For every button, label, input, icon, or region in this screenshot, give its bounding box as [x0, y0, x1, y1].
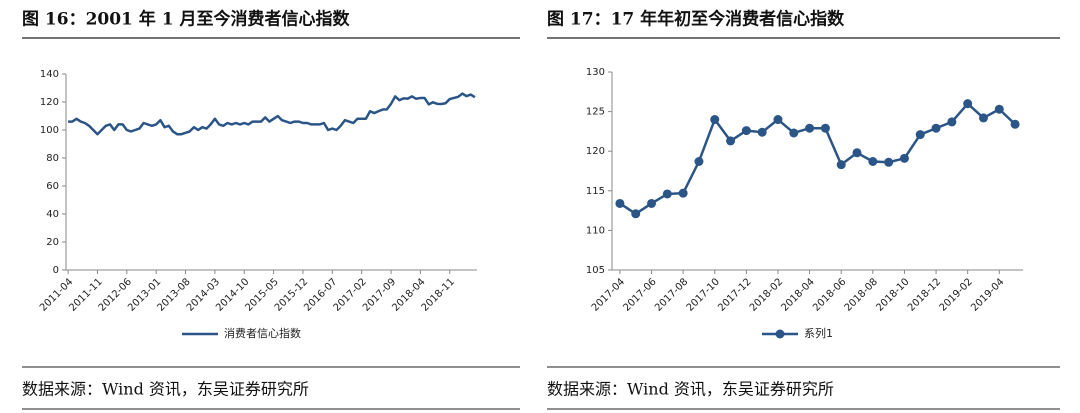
- point: [647, 198, 657, 208]
- point: [662, 189, 672, 199]
- point: [726, 136, 736, 146]
- y-tick-label: 105: [586, 265, 605, 276]
- point: [963, 99, 973, 109]
- source: 数据来源：Wind 资讯，东吴证券研究所: [22, 380, 309, 399]
- x-tick-label: 2018-12: [906, 276, 943, 313]
- x-tick-label: 2018-04: [780, 276, 817, 313]
- point: [710, 115, 720, 125]
- y-tick-label: 80: [46, 153, 59, 164]
- x-tick-label: 2017-06: [621, 276, 658, 313]
- x-tick-label: 2017-08: [653, 276, 690, 313]
- legend-label: 系列1: [804, 326, 833, 340]
- y-tick-label: 0: [53, 265, 59, 276]
- y-tick-label: 140: [40, 69, 59, 80]
- legend-label: 消费者信心指数: [224, 326, 301, 340]
- y-tick-label: 60: [46, 181, 59, 192]
- y-tick-label: 40: [46, 209, 59, 220]
- point: [757, 127, 767, 137]
- y-tick-label: 115: [586, 186, 605, 197]
- x-tick-label: 2018-02: [748, 276, 785, 313]
- x-tick-label: 2019-02: [938, 276, 975, 313]
- y-tick-label: 125: [586, 107, 605, 118]
- point: [978, 113, 988, 123]
- point: [931, 123, 941, 133]
- point: [694, 156, 704, 166]
- x-tick-label: 2017-04: [590, 276, 627, 313]
- x-tick-label: 2018-08: [843, 276, 880, 313]
- point: [899, 153, 909, 163]
- x-tick-label: 2017-12: [716, 276, 753, 313]
- chart-title: 图 16：2001 年 1 月至今消费者信心指数: [22, 9, 350, 30]
- point: [947, 117, 957, 127]
- chart-title: 图 17：17 年年初至今消费者信心指数: [547, 9, 845, 30]
- point: [915, 130, 925, 140]
- x-tick-label: 2018-10: [874, 276, 911, 313]
- x-tick-label: 2017-10: [685, 276, 722, 313]
- y-tick-label: 130: [586, 67, 605, 78]
- point: [994, 104, 1004, 114]
- y-tick-label: 20: [46, 237, 59, 248]
- source: 数据来源：Wind 资讯，东吴证券研究所: [547, 380, 834, 399]
- legend-marker: [775, 329, 785, 339]
- x-tick-label: 2019-04: [969, 276, 1006, 313]
- point: [678, 188, 688, 198]
- series-line: [68, 92, 476, 136]
- x-tick-label: 2018-06: [811, 276, 848, 313]
- point: [615, 198, 625, 208]
- point: [805, 123, 815, 133]
- point: [741, 126, 751, 136]
- point: [631, 209, 641, 219]
- point: [836, 160, 846, 170]
- point: [789, 128, 799, 138]
- y-tick-label: 110: [586, 225, 605, 236]
- point: [820, 123, 830, 133]
- point: [884, 157, 894, 167]
- point: [773, 115, 783, 125]
- y-tick-label: 100: [40, 125, 59, 136]
- point: [852, 148, 862, 158]
- point: [1010, 119, 1020, 129]
- y-tick-label: 120: [586, 146, 605, 157]
- y-tick-label: 120: [40, 97, 59, 108]
- point: [868, 156, 878, 166]
